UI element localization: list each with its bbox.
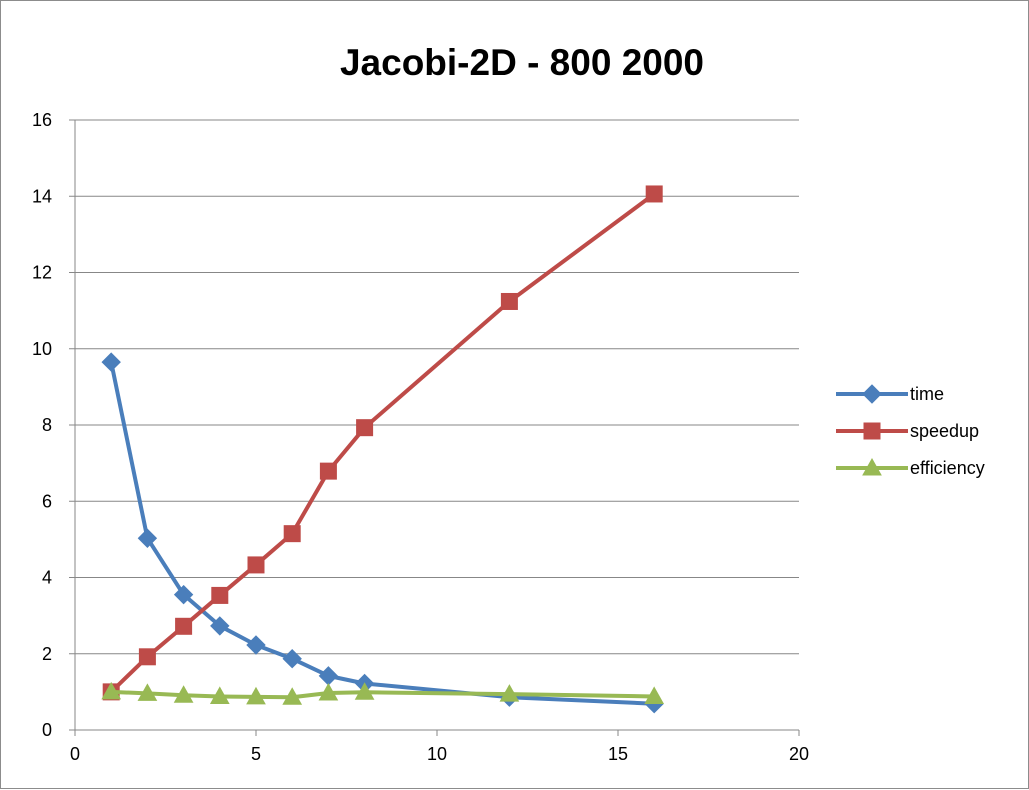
data-point-speedup [319,462,337,480]
x-tick-label: 0 [70,744,80,764]
data-point-efficiency [499,684,520,702]
data-point-time [173,584,194,605]
data-point-efficiency [318,682,339,701]
x-tick-label: 20 [789,744,809,764]
y-tick-label: 2 [42,644,52,664]
data-point-speedup [247,556,265,574]
legend-label: speedup [910,421,979,441]
data-point-efficiency [173,685,194,703]
grid-layer [69,119,799,655]
data-point-speedup [356,419,374,437]
legend-label: time [910,384,944,404]
data-point-speedup [211,586,229,604]
legend-label: efficiency [910,458,985,478]
data-point-time [101,352,121,372]
x-tick-label: 5 [251,744,261,764]
data-point-speedup [283,525,301,543]
y-tick-label: 8 [42,415,52,435]
data-point-efficiency [354,682,375,700]
y-tick-label: 6 [42,491,52,511]
series-speedup [102,185,663,701]
data-point-time [137,528,158,548]
x-tick-label: 15 [608,744,628,764]
y-tick-label: 4 [42,568,52,588]
legend-marker-time [862,384,882,404]
y-tick-label: 14 [32,186,52,206]
data-point-time [210,616,230,636]
axis-layer [69,120,800,736]
data-point-speedup [645,185,663,203]
data-point-efficiency [282,687,303,705]
data-point-efficiency [137,683,158,701]
legend: time speedup efficiency [836,384,985,478]
data-point-speedup [138,648,156,666]
series-line-efficiency [111,689,655,700]
tick-labels: 0 2 4 6 8 10 12 14 16 0 5 10 15 20 [32,110,809,764]
legend-item-efficiency: efficiency [836,457,985,478]
series-line-speedup [109,192,656,694]
legend-item-speedup: speedup [836,421,979,441]
y-tick-label: 16 [32,110,52,130]
series-line-time [109,361,655,706]
series-efficiency [101,681,665,705]
chart-title: Jacobi-2D - 800 2000 [340,42,704,83]
data-point-time [246,635,266,655]
series-time [101,352,664,714]
data-point-time [318,666,339,686]
legend-item-time: time [836,384,944,404]
data-point-speedup [175,617,193,635]
legend-marker-efficiency [862,457,882,476]
series-layer [101,185,665,714]
y-tick-label: 12 [32,263,52,283]
x-tick-label: 10 [427,744,447,764]
y-tick-label: 0 [42,720,52,740]
y-tick-label: 10 [32,339,52,359]
data-point-time [282,648,302,669]
data-point-efficiency [209,686,230,704]
data-point-efficiency [101,681,122,700]
legend-marker-speedup [863,422,881,440]
data-point-speedup [500,292,518,310]
data-point-efficiency [644,686,665,704]
data-point-efficiency [246,686,266,705]
